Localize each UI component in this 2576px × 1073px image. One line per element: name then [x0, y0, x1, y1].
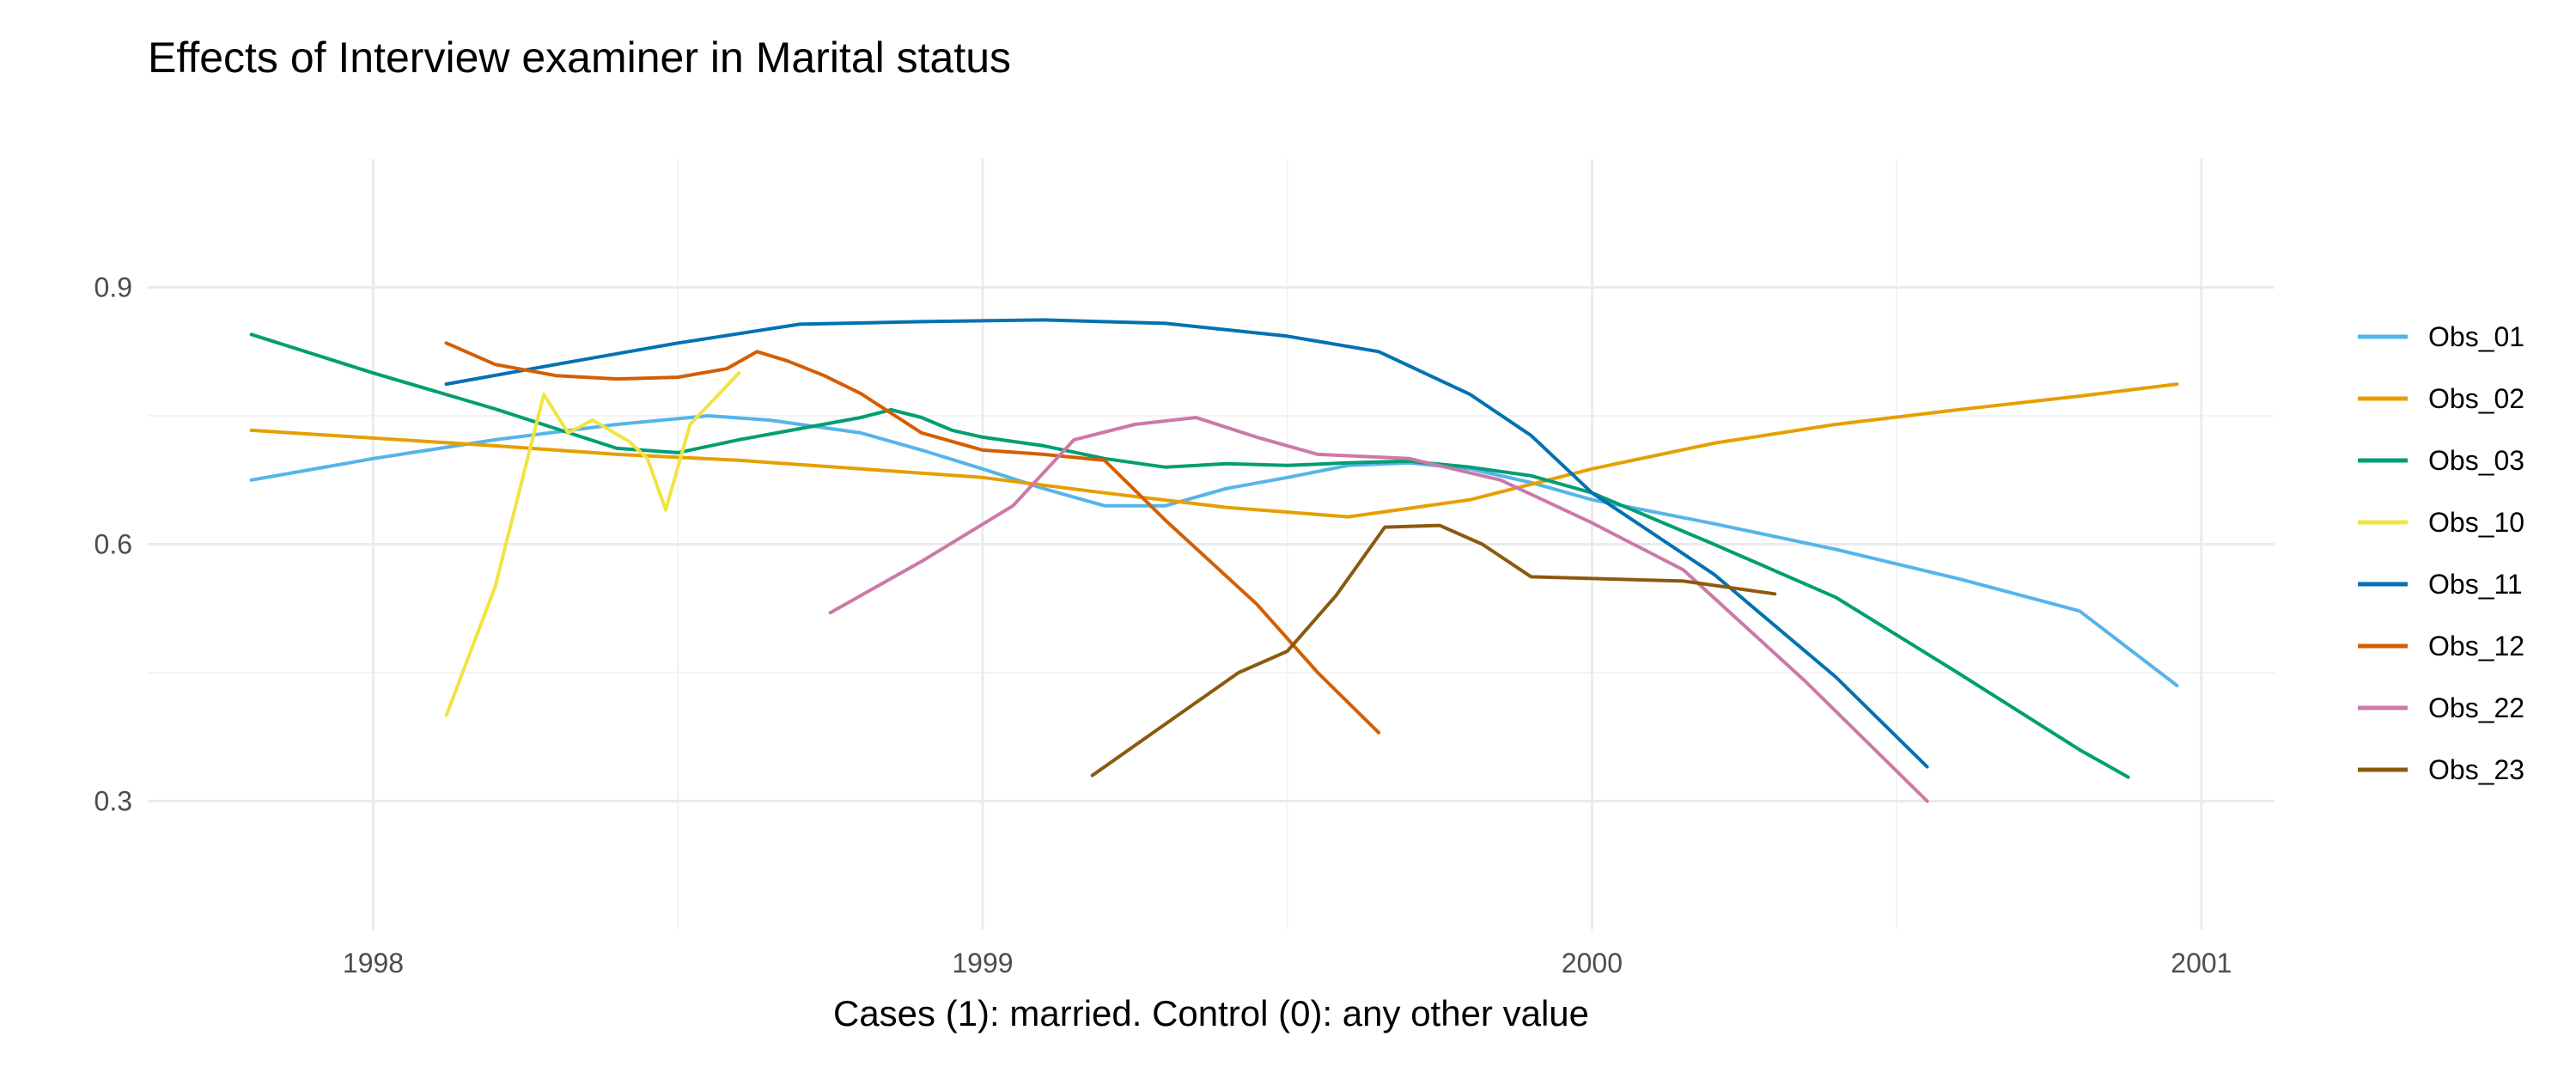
series-line-obs-22: [828, 416, 1929, 803]
series-line-obs-01: [249, 414, 2179, 687]
legend-label: Obs_23: [2428, 754, 2524, 785]
y-tick-label: 0.3: [94, 786, 132, 817]
x-tick-label: 1999: [952, 948, 1013, 979]
grid: [148, 159, 2275, 930]
legend-label: Obs_02: [2428, 383, 2524, 414]
chart-title: Effects of Interview examiner in Marital…: [148, 34, 1011, 82]
x-axis-ticks: 1998 1999 2000 2001: [343, 948, 2232, 979]
legend-label: Obs_22: [2428, 692, 2524, 723]
x-tick-label: 2001: [2171, 948, 2232, 979]
y-tick-label: 0.9: [94, 272, 132, 303]
series-lines: [249, 318, 2179, 803]
y-tick-label: 0.6: [94, 529, 132, 560]
legend-label: Obs_12: [2428, 631, 2524, 661]
x-tick-label: 2000: [1562, 948, 1623, 979]
series-line-obs-23: [1090, 523, 1777, 777]
series-line-obs-11: [444, 318, 1929, 769]
legend-label: Obs_11: [2428, 569, 2523, 600]
legend-label: Obs_10: [2428, 507, 2524, 538]
series-line-obs-02: [249, 382, 2179, 519]
legend-label: Obs_01: [2428, 321, 2524, 352]
series-line-obs-10: [444, 371, 741, 717]
series-line-obs-03: [249, 332, 2130, 779]
x-axis-label: Cases (1): married. Control (0): any oth…: [833, 993, 1589, 1033]
x-tick-label: 1998: [343, 948, 404, 979]
series-line-obs-12: [444, 341, 1381, 735]
legend: Obs_01 Obs_02 Obs_03 Obs_10 Obs_11 Obs_12 Obs_…: [2358, 321, 2524, 785]
legend-label: Obs_03: [2428, 445, 2524, 476]
y-axis-ticks: 0.3 0.6 0.9: [94, 272, 132, 817]
